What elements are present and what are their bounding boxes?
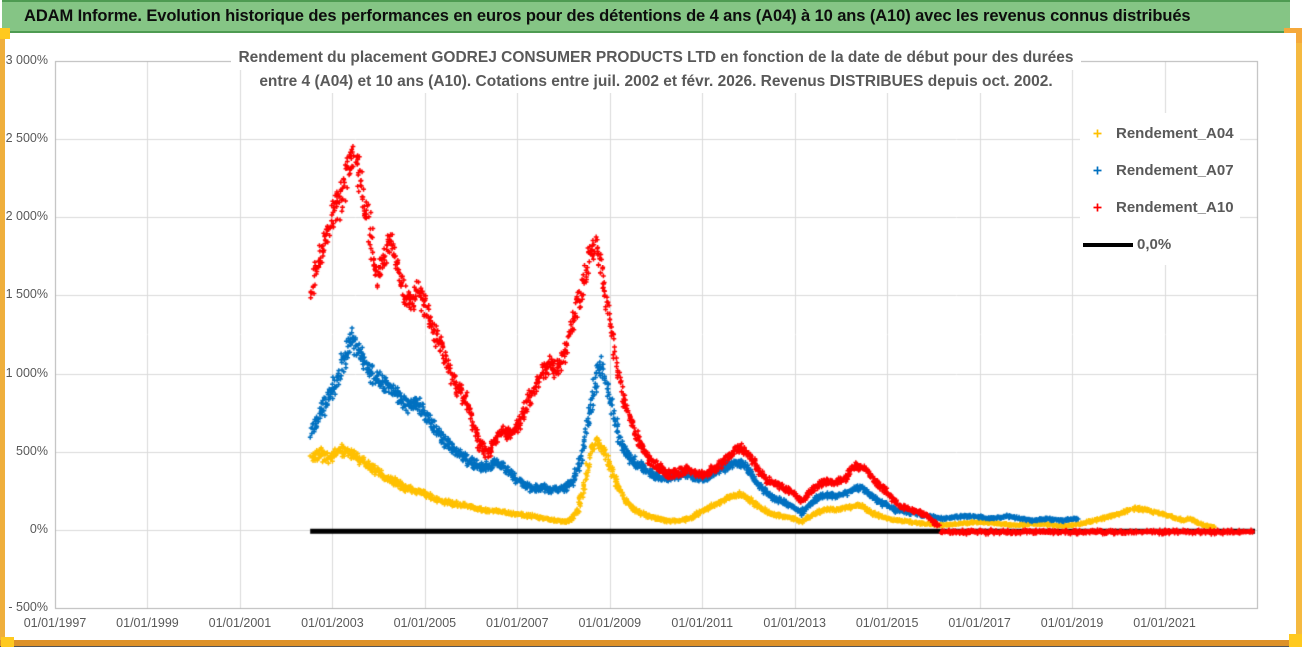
y-axis-tick-label: 1 000% xyxy=(5,365,48,380)
legend-item-label: Rendement_A04 xyxy=(1116,125,1234,142)
y-axis: 3 000% 2 500% 2 000% 1 500% 1 000% 500% 0% - 50… xyxy=(0,0,48,647)
y-axis-tick-label: 0% xyxy=(29,521,48,536)
legend-plus-marker-icon xyxy=(1091,128,1104,139)
y-axis-tick-label: 1 500% xyxy=(5,287,48,302)
frame-left-strip xyxy=(0,33,5,641)
x-axis-tick-label: 01/01/2013 xyxy=(763,616,826,630)
x-axis: 01/01/1997 01/01/1999 01/01/2001 01/01/2003… xyxy=(0,616,1302,634)
x-axis-tick-label: 01/01/1997 xyxy=(23,616,87,630)
frame-corner-top-right xyxy=(1284,28,1302,43)
x-axis-tick-label: 01/01/2021 xyxy=(1133,616,1196,630)
x-axis-tick-label: 01/01/2015 xyxy=(855,616,919,630)
legend-item: Rendement_A07 xyxy=(1080,152,1240,189)
x-axis-tick-label: 01/01/2009 xyxy=(578,616,642,630)
x-axis-tick-label: 01/01/2003 xyxy=(301,616,364,630)
x-axis-tick-label: 01/01/2001 xyxy=(208,616,272,630)
legend-plus-marker-icon xyxy=(1091,165,1104,176)
frame-bottom-strip xyxy=(0,640,1302,647)
frame-corner-bottom-right xyxy=(1289,634,1302,647)
frame-corner-top-left xyxy=(0,28,10,39)
legend: Rendement_A04 Rendement_A07 Rendement_A10 0… xyxy=(1080,113,1240,265)
x-axis-tick-label: 01/01/2019 xyxy=(1040,616,1104,630)
legend-item: Rendement_A04 xyxy=(1080,115,1240,152)
header-title: ADAM Informe. Evolution historique des p… xyxy=(24,7,1191,25)
y-axis-tick-label: 2 000% xyxy=(5,209,48,224)
legend-plus-marker-icon xyxy=(1091,202,1104,213)
legend-item-label: 0,0% xyxy=(1137,236,1172,253)
legend-item: Rendement_A10 xyxy=(1080,189,1240,226)
legend-item: 0,0% xyxy=(1080,226,1240,263)
x-axis-tick-label: 01/01/2005 xyxy=(393,616,457,630)
header-bar: ADAM Informe. Evolution historique des p… xyxy=(2,0,1290,33)
y-axis-tick-label: 3 000% xyxy=(5,53,48,67)
legend-item-label: Rendement_A07 xyxy=(1116,162,1234,179)
legend-zero-line xyxy=(1083,242,1133,247)
legend-item-label: Rendement_A10 xyxy=(1116,199,1234,216)
x-axis-tick-label: 01/01/1999 xyxy=(116,616,179,630)
frame-corner-bottom-left xyxy=(1,637,14,647)
frame-right-strip xyxy=(1296,33,1302,647)
x-axis-tick-label: 01/01/2011 xyxy=(671,616,734,630)
x-axis-tick-label: 01/01/2017 xyxy=(948,616,1011,630)
y-axis-tick-label: 500% xyxy=(16,443,48,458)
x-axis-tick-label: 01/01/2007 xyxy=(486,616,549,630)
y-axis-tick-label: 2 500% xyxy=(5,131,48,146)
y-axis-tick-label: - 500% xyxy=(8,600,48,614)
legend-zero-line-marker xyxy=(1083,242,1133,247)
